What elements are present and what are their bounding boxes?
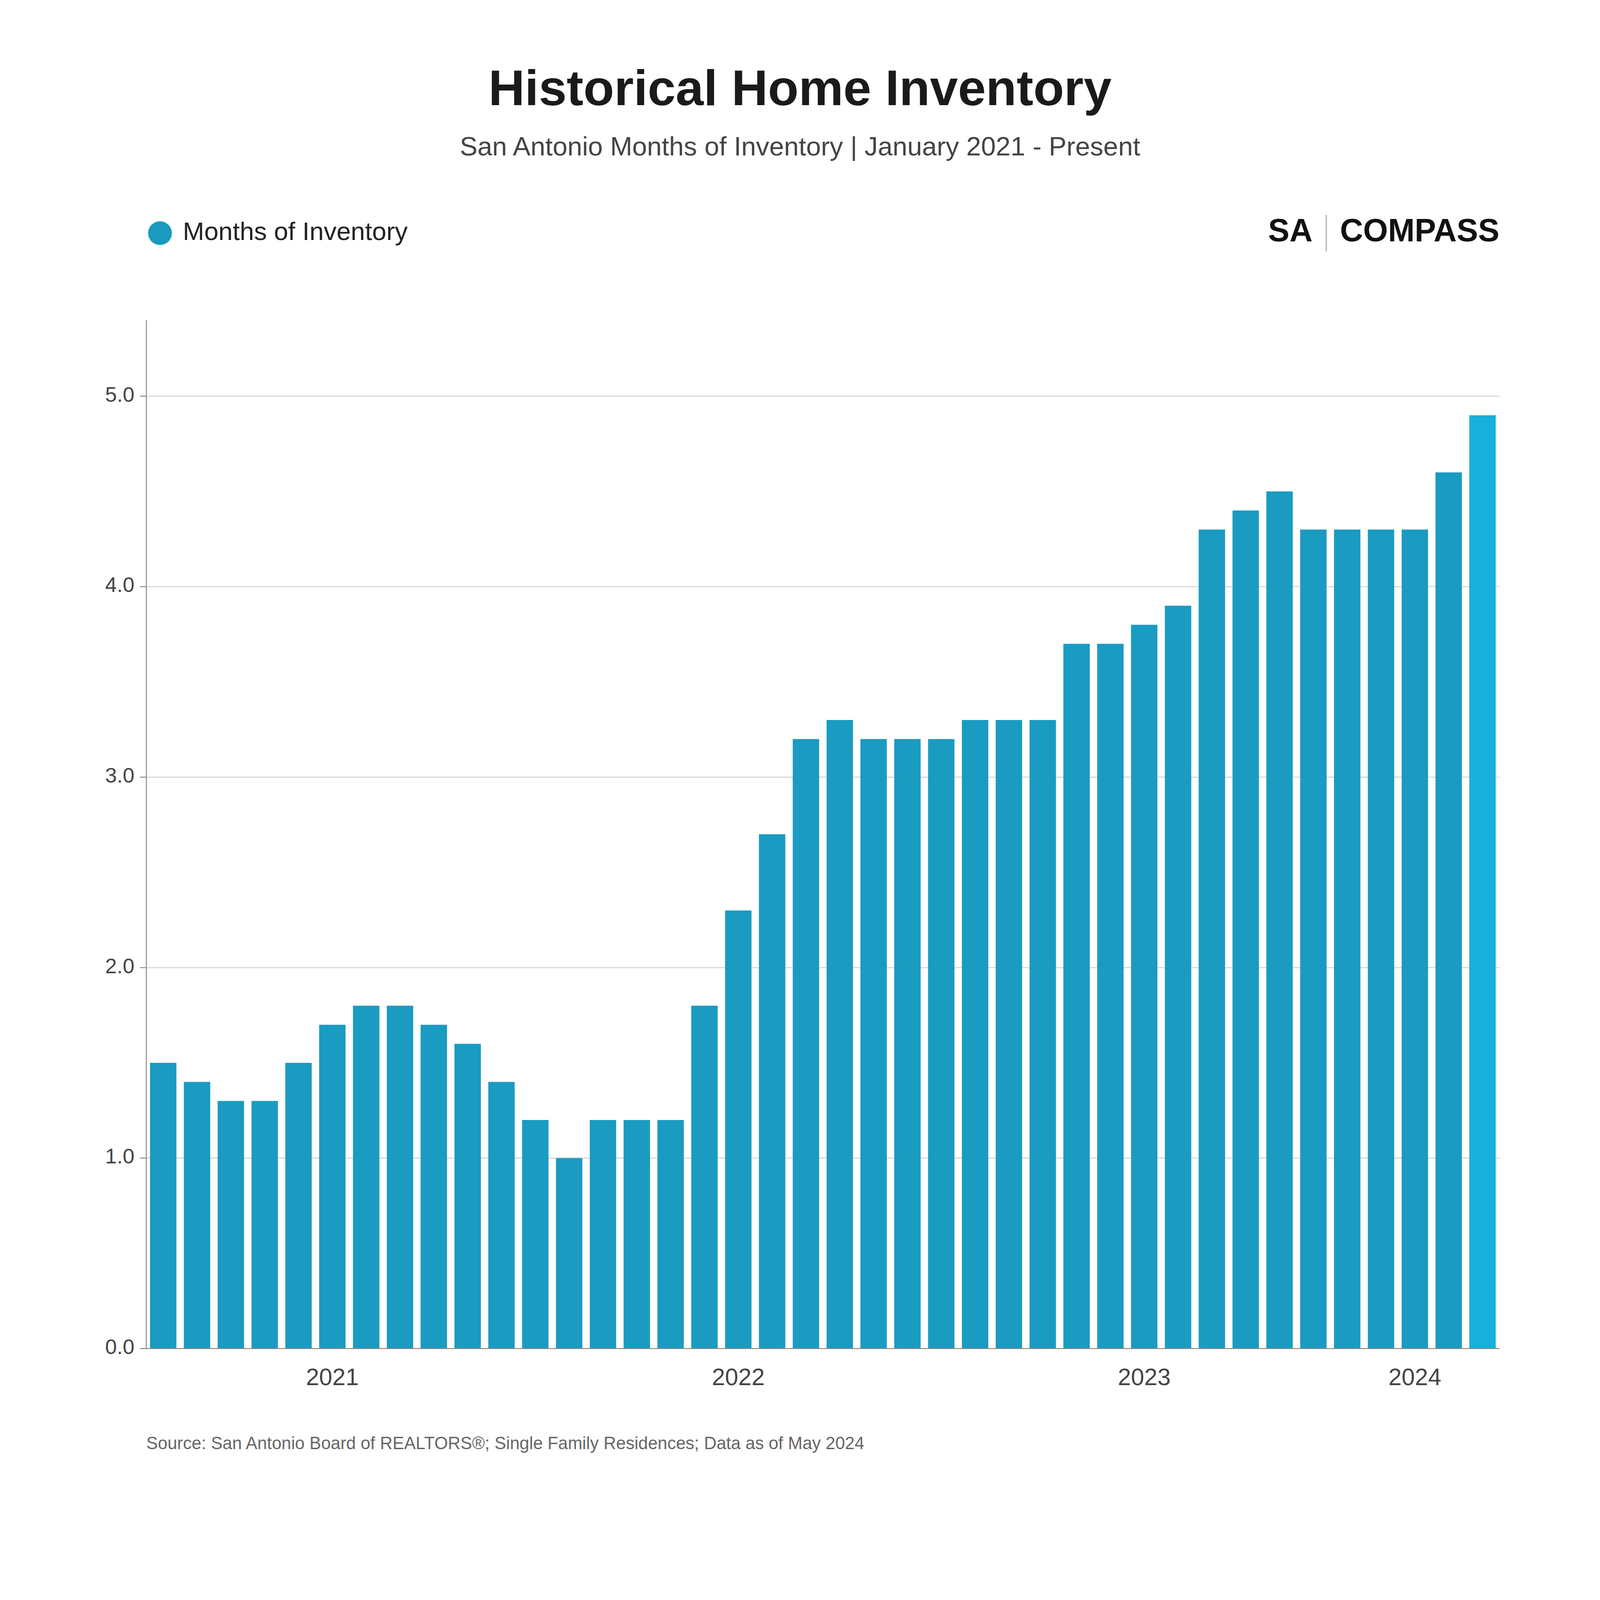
bar (555, 1157, 583, 1349)
bar (251, 1100, 278, 1349)
grid-line (146, 967, 1500, 969)
y-tick-label: 0.0 (105, 1334, 135, 1359)
grid-line (146, 586, 1500, 587)
bar (1198, 529, 1226, 1349)
x-axis: 2021 2022 2023 2024 (146, 1348, 1500, 1391)
grid-line (146, 1157, 1500, 1159)
y-axis-line (145, 320, 147, 1349)
bar (1367, 529, 1395, 1349)
bar (386, 1005, 414, 1349)
x-tick-label: 2023 (1117, 1363, 1171, 1391)
bar (995, 720, 1023, 1349)
bar (826, 720, 854, 1349)
separator (1325, 214, 1328, 252)
y-tick-label: 5.0 (105, 382, 135, 407)
grid-line (146, 395, 1500, 397)
bar (285, 1062, 312, 1349)
y-axis: 0.0 1.0 2.0 3.0 4.0 5.0 (105, 320, 147, 1359)
brand: COMPASS SA (1268, 212, 1500, 252)
y-tick (139, 1348, 147, 1350)
bar (488, 1082, 515, 1349)
bar (758, 834, 786, 1349)
bar (1063, 643, 1090, 1349)
source: Source: San Antonio Board of REALTORS®; … (146, 1433, 865, 1453)
grid-line (146, 1348, 1500, 1350)
y-tick (139, 967, 147, 969)
annotation: SA (1268, 212, 1313, 249)
bar (657, 1120, 684, 1349)
bar (894, 739, 921, 1349)
bar (1130, 624, 1158, 1349)
bar (1097, 643, 1124, 1349)
bar (860, 739, 887, 1349)
bar (623, 1120, 651, 1349)
bar (1401, 529, 1429, 1349)
bar (420, 1024, 448, 1349)
bar (1232, 510, 1259, 1349)
bar (1333, 529, 1361, 1349)
subtitle: San Antonio Months of Inventory | Januar… (459, 131, 1141, 161)
bar (961, 720, 989, 1349)
legend-label: Months of Inventory (182, 216, 408, 246)
y-tick (139, 776, 147, 778)
y-tick (139, 1157, 147, 1159)
bars (149, 415, 1496, 1349)
bar (725, 910, 752, 1349)
y-tick-label: 3.0 (105, 763, 135, 788)
legend-marker (148, 221, 172, 246)
grid-line (146, 776, 1500, 778)
bar (522, 1120, 549, 1349)
y-tick-label: 1.0 (105, 1144, 135, 1168)
bar (1029, 720, 1056, 1349)
bar (1300, 529, 1327, 1349)
bar (792, 739, 820, 1349)
chart: Historical Home Inventory San Antonio Mon… (0, 0, 1600, 1600)
bar (319, 1024, 346, 1349)
x-tick-label: 2021 (305, 1363, 359, 1391)
bar (149, 1062, 177, 1349)
title: Historical Home Inventory (488, 59, 1112, 116)
bar (454, 1043, 481, 1349)
bar (183, 1082, 211, 1349)
bar (1266, 491, 1293, 1349)
grid (146, 396, 1500, 1349)
y-tick-label: 2.0 (105, 954, 135, 978)
legend: Months of Inventory (148, 216, 408, 246)
bar (352, 1005, 380, 1349)
bar (928, 739, 955, 1349)
background (0, 0, 1600, 1600)
y-tick (139, 586, 147, 587)
y-tick (139, 395, 147, 397)
x-axis-line (146, 1348, 1500, 1350)
x-tick-label: 2022 (711, 1363, 765, 1391)
bar (589, 1120, 617, 1349)
x-tick-label: 2024 (1388, 1363, 1442, 1391)
y-tick-label: 4.0 (105, 572, 135, 597)
bar (691, 1005, 718, 1349)
bar (1469, 415, 1496, 1349)
bar (217, 1100, 245, 1349)
annotation: COMPASS (1339, 212, 1500, 249)
bar (1435, 472, 1462, 1349)
bar (1164, 605, 1192, 1349)
